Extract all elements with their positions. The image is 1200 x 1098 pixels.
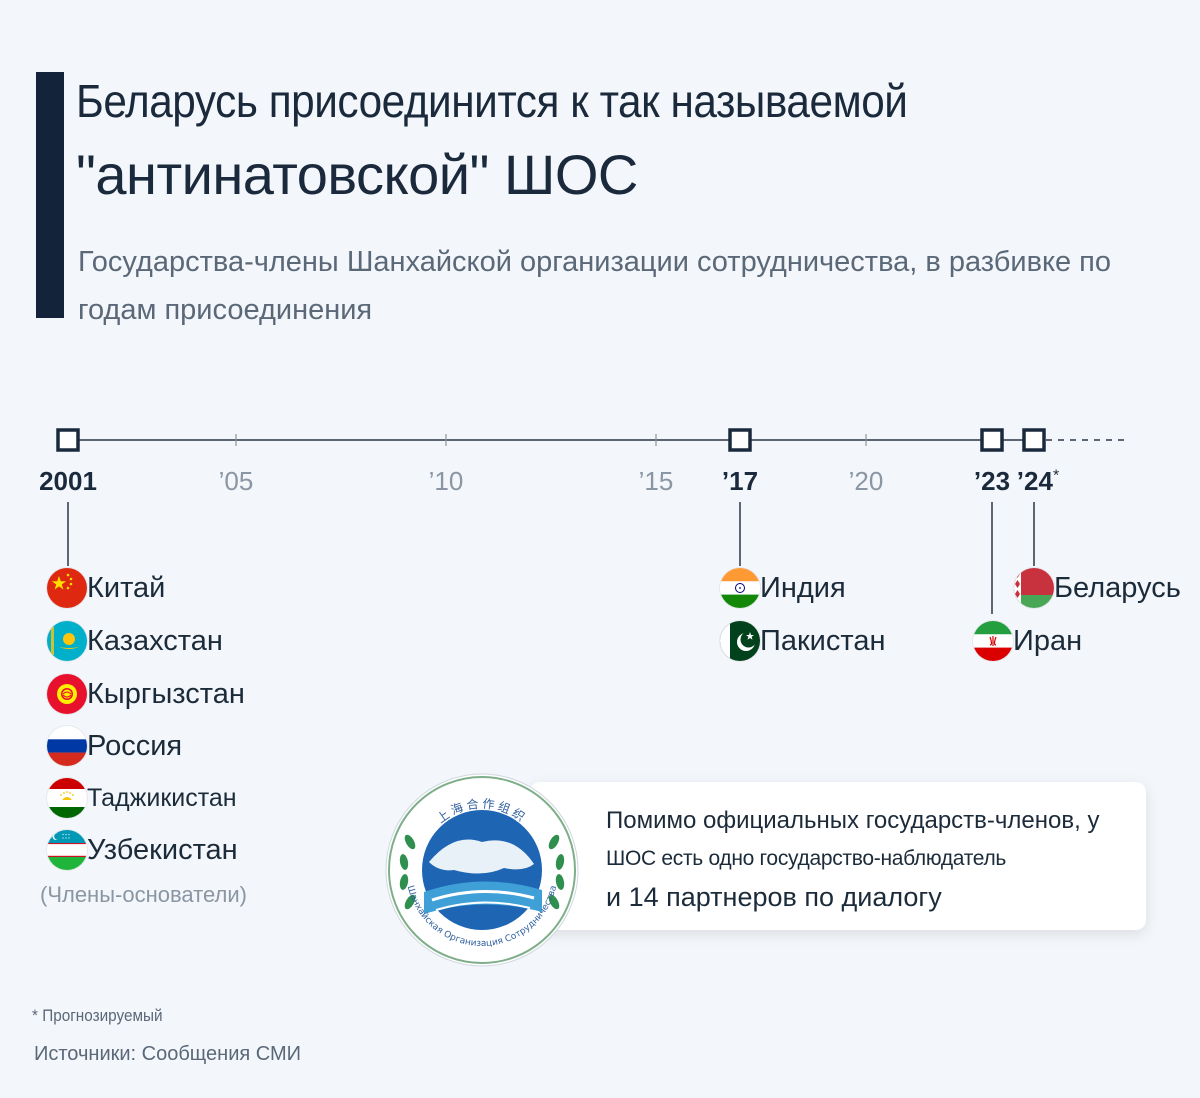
country-name: Россия <box>87 729 183 762</box>
country-name: Таджикистан <box>87 783 237 812</box>
country-india: Индия <box>720 566 846 610</box>
year-label-minor: ’05 <box>218 466 254 496</box>
year-label-minor: ’20 <box>848 466 884 496</box>
uzbekistan-flag-icon <box>47 830 87 870</box>
kyrgyzstan-flag-icon <box>47 674 87 714</box>
pakistan-flag-icon <box>720 621 760 661</box>
country-name: Индия <box>760 571 846 604</box>
tajikistan-flag-icon <box>47 778 87 818</box>
country-name: Китай <box>87 571 166 604</box>
country-name: Кыргызстан <box>87 677 245 710</box>
china-flag-icon <box>47 568 87 608</box>
country-tajikistan: Таджикистан <box>47 776 237 820</box>
india-flag-icon <box>720 568 760 608</box>
kazakhstan-flag-icon <box>47 621 87 661</box>
country-iran: Иран <box>973 619 1082 663</box>
year-label-major: ’17 <box>721 466 759 496</box>
country-uzbekistan: Узбекистан <box>47 828 238 872</box>
year-marker <box>728 428 752 452</box>
info-card-text: Помимо официальных государств-членов, у … <box>606 802 1146 916</box>
forecast-asterisk: * <box>1052 467 1060 485</box>
year-label-minor: ’15 <box>638 466 674 496</box>
country-name: Беларусь <box>1054 571 1181 604</box>
country-name: Узбекистан <box>87 833 238 866</box>
year-marker <box>56 428 80 452</box>
country-name: Иран <box>1013 624 1083 657</box>
country-kyrgyzstan: Кыргызстан <box>47 672 245 716</box>
country-name: Пакистан <box>760 624 886 657</box>
year-marker <box>1022 428 1046 452</box>
subtitle: Государства-члены Шанхайской организации… <box>78 246 1112 326</box>
country-belarus: Беларусь <box>1014 566 1181 610</box>
sources: Источники: Сообщения СМИ <box>34 1043 302 1065</box>
year-label-major: 2001 <box>39 466 97 496</box>
country-pakistan: Пакистан <box>720 619 885 663</box>
belarus-flag-icon <box>1014 568 1054 608</box>
accent-bar <box>36 72 64 318</box>
year-label-major: ’23 <box>973 466 1011 496</box>
title-line-2: "антинатовской" ШОС <box>76 143 638 206</box>
russia-flag-icon <box>47 726 87 766</box>
sco-emblem-icon: 上海合作组织 Шанхайская Организация Сотрудниче… <box>385 773 579 967</box>
info-line-3: и 14 партнеров по диалогу <box>606 882 942 912</box>
country-name: Казахстан <box>87 624 223 657</box>
footnote: * Прогнозируемый <box>32 1006 163 1025</box>
country-china: Китай <box>47 566 165 610</box>
year-label-minor: ’10 <box>428 466 464 496</box>
title-line-1: Беларусь присоединится к так называемой <box>76 75 908 127</box>
iran-flag-icon <box>973 621 1013 661</box>
info-line-1: Помимо официальных государств-членов, у <box>606 807 1100 834</box>
country-kazakhstan: Казахстан <box>47 619 223 663</box>
info-line-2: ШОС есть одно государство-наблюдатель <box>606 847 1007 870</box>
year-label-major: ’24* <box>1016 466 1060 496</box>
info-card: Помимо официальных государств-членов, у … <box>530 782 1146 930</box>
year-marker <box>980 428 1004 452</box>
country-russia: Россия <box>47 724 182 768</box>
founders-note: (Члены-основатели) <box>40 882 247 907</box>
